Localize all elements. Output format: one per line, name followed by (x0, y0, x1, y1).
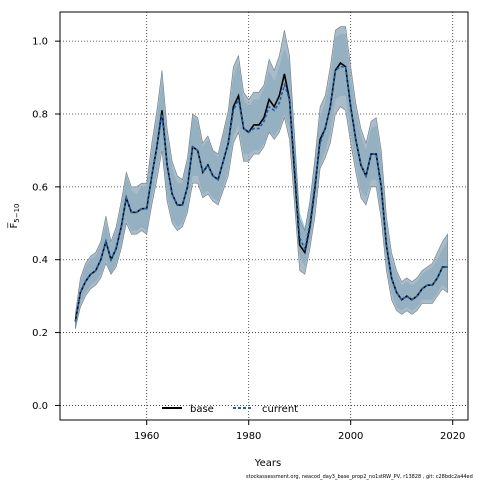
y-axis-title-main: F̅ (7, 222, 20, 229)
y-axis-title: F̅5−10 (7, 204, 21, 229)
y-tick-label: 0.2 (32, 328, 48, 339)
footer-source-text: stockassessment.org, neacod_day3_base_pr… (246, 474, 473, 480)
y-tick-label: 0.4 (32, 255, 48, 266)
plot-frame (59, 11, 469, 421)
y-axis: 0.0 0.2 0.4 0.6 0.8 1.0 (32, 37, 60, 412)
x-axis: 1960 1980 2000 2020 (134, 420, 465, 442)
x-tick-label: 1980 (236, 431, 261, 442)
y-tick-label: 0.0 (32, 401, 48, 412)
confidence-bands (75, 26, 448, 329)
y-tick-label: 0.6 (32, 182, 48, 193)
legend-label-base: base (190, 404, 214, 415)
band-base (75, 26, 448, 329)
x-tick-label: 1960 (134, 431, 159, 442)
y-axis-title-subscript: 5−10 (13, 204, 21, 223)
legend-label-current: current (262, 404, 298, 415)
legend: base current (162, 404, 298, 415)
x-axis-title: Years (254, 458, 281, 469)
line-current (74, 65, 448, 322)
x-tick-label: 2020 (440, 431, 465, 442)
series-lines (74, 61, 448, 322)
y-tick-label: 0.8 (32, 110, 48, 121)
y-tick-label: 1.0 (32, 37, 48, 48)
x-tick-label: 2000 (338, 431, 363, 442)
